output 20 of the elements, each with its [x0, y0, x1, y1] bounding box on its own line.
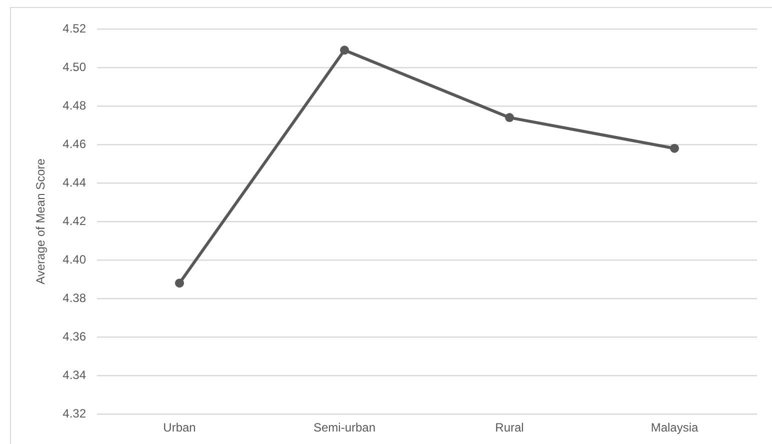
point	[505, 113, 514, 122]
y-tick-label: 4.50	[62, 60, 86, 74]
y-tick-label: 4.48	[62, 98, 86, 112]
y-axis-title: Average of Mean Score	[34, 158, 48, 284]
point	[340, 46, 349, 55]
y-tick-label: 4.52	[62, 21, 86, 36]
x-tick-label: Rural	[495, 420, 524, 435]
y-tick-label: 4.34	[62, 368, 86, 382]
y-tick-label: 4.36	[62, 329, 86, 344]
x-tick-label: Malaysia	[650, 420, 698, 435]
y-tick-label: 4.44	[62, 175, 86, 190]
y-tick-label: 4.42	[62, 214, 86, 228]
point	[175, 278, 184, 288]
point	[670, 144, 679, 153]
y-tick-label: 4.40	[62, 252, 86, 266]
y-tick-label: 4.46	[62, 136, 86, 151]
x-tick-label: Urban	[163, 420, 196, 435]
x-tick-label: Semi-urban	[313, 420, 376, 435]
y-tick-label: 4.32	[62, 406, 86, 420]
y-tick-label: 4.38	[62, 290, 86, 305]
